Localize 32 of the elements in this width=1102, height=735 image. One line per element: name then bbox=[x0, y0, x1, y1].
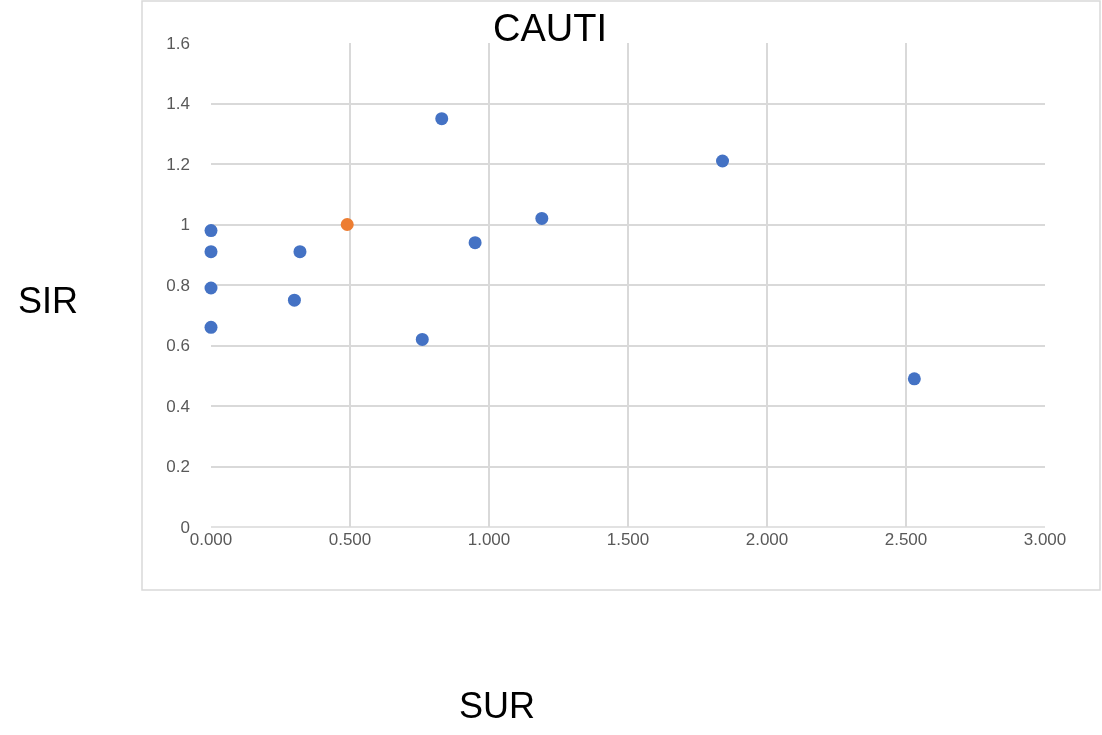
point bbox=[716, 154, 730, 168]
x-tick-label: 3.000 bbox=[1023, 530, 1067, 549]
y-tick-label: 1.2 bbox=[166, 154, 190, 174]
point bbox=[340, 218, 354, 231]
x-tick-label: 2.500 bbox=[884, 530, 928, 549]
x-tick-label: 0.500 bbox=[328, 530, 372, 549]
y-tick-label: 0.2 bbox=[166, 457, 190, 477]
point bbox=[907, 372, 921, 386]
point bbox=[204, 320, 218, 334]
y-tick-label: 1.4 bbox=[166, 94, 190, 114]
point bbox=[287, 293, 301, 307]
chart-title: CAUTI bbox=[493, 7, 607, 49]
point bbox=[535, 211, 549, 225]
x-tick-label: 1.500 bbox=[606, 530, 650, 549]
point bbox=[204, 224, 218, 238]
x-tick-label: 1.000 bbox=[467, 530, 511, 549]
y-tick-label: 1.6 bbox=[166, 33, 190, 53]
y-tick-label: 0.6 bbox=[166, 336, 190, 356]
y-tick-label: 0.8 bbox=[166, 275, 190, 295]
y-tick-label: 0 bbox=[180, 517, 190, 537]
y-axis-title: SIR bbox=[18, 280, 79, 321]
y-tick-label: 1 bbox=[180, 215, 190, 235]
point bbox=[204, 281, 218, 295]
y-tick-label: 0.4 bbox=[166, 396, 190, 416]
point bbox=[468, 236, 482, 250]
point bbox=[293, 245, 307, 259]
x-tick-label: 2.000 bbox=[745, 530, 789, 549]
point bbox=[204, 245, 218, 259]
point bbox=[435, 112, 449, 126]
x-tick-label: 0.000 bbox=[189, 530, 233, 549]
x-axis-title: SUR bbox=[459, 685, 536, 726]
point bbox=[415, 332, 429, 346]
